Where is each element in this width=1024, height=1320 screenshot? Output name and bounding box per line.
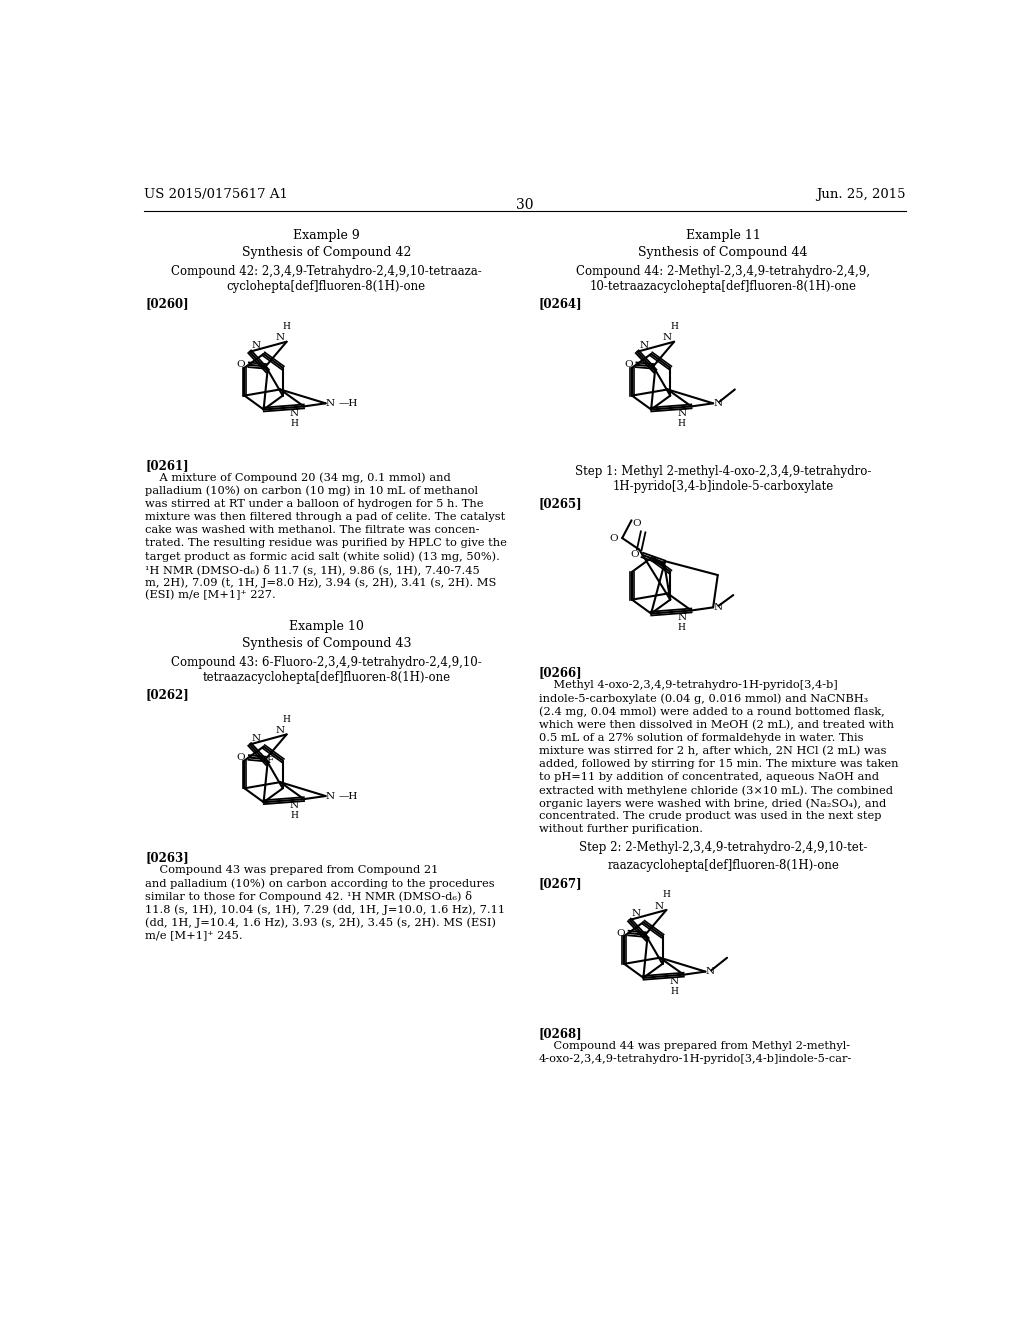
Text: N: N	[290, 409, 299, 417]
Text: similar to those for Compound 42. ¹H NMR (DMSO-d₆) δ: similar to those for Compound 42. ¹H NMR…	[145, 891, 472, 903]
Text: [0267]: [0267]	[539, 876, 583, 890]
Text: 4-oxo-2,3,4,9-tetrahydro-1H-pyrido[3,4-b]indole-5-car-: 4-oxo-2,3,4,9-tetrahydro-1H-pyrido[3,4-b…	[539, 1053, 852, 1064]
Text: [0262]: [0262]	[145, 688, 188, 701]
Text: O: O	[237, 360, 245, 370]
Text: indole-5-carboxylate (0.04 g, 0.016 mmol) and NaCNBH₃: indole-5-carboxylate (0.04 g, 0.016 mmol…	[539, 693, 868, 704]
Text: Jun. 25, 2015: Jun. 25, 2015	[816, 187, 906, 201]
Text: H: H	[663, 890, 671, 899]
Text: N: N	[663, 334, 672, 342]
Text: H: H	[670, 322, 678, 331]
Text: m/e [M+1]⁺ 245.: m/e [M+1]⁺ 245.	[145, 931, 243, 941]
Text: N: N	[655, 902, 664, 911]
Text: A mixture of Compound 20 (34 mg, 0.1 mmol) and: A mixture of Compound 20 (34 mg, 0.1 mmo…	[145, 473, 451, 483]
Text: [0268]: [0268]	[539, 1027, 583, 1040]
Text: [0261]: [0261]	[145, 459, 188, 471]
Text: Step 2: 2-Methyl-2,3,4,9-tetrahydro-2,4,9,10-tet-: Step 2: 2-Methyl-2,3,4,9-tetrahydro-2,4,…	[579, 841, 867, 854]
Text: Compound 44 was prepared from Methyl 2-methyl-: Compound 44 was prepared from Methyl 2-m…	[539, 1040, 850, 1051]
Text: —H: —H	[339, 792, 358, 800]
Text: F: F	[266, 756, 273, 766]
Text: Synthesis of Compound 42: Synthesis of Compound 42	[242, 246, 411, 259]
Text: 1H-pyrido[3,4-b]indole-5-carboxylate: 1H-pyrido[3,4-b]indole-5-carboxylate	[612, 480, 834, 494]
Text: N: N	[706, 968, 715, 975]
Text: [0260]: [0260]	[145, 297, 188, 310]
Text: Example 11: Example 11	[686, 230, 761, 243]
Text: H: H	[291, 812, 298, 821]
Text: H: H	[283, 322, 291, 331]
Text: ¹H NMR (DMSO-d₆) δ 11.7 (s, 1H), 9.86 (s, 1H), 7.40-7.45: ¹H NMR (DMSO-d₆) δ 11.7 (s, 1H), 9.86 (s…	[145, 564, 480, 576]
Text: Compound 43: 6-Fluoro-2,3,4,9-tetrahydro-2,4,9,10-: Compound 43: 6-Fluoro-2,3,4,9-tetrahydro…	[171, 656, 481, 669]
Text: H: H	[283, 714, 291, 723]
Text: Compound 44: 2-Methyl-2,3,4,9-tetrahydro-2,4,9,: Compound 44: 2-Methyl-2,3,4,9-tetrahydro…	[577, 264, 870, 277]
Text: O: O	[631, 550, 639, 560]
Text: H: H	[678, 623, 686, 632]
Text: H: H	[670, 987, 678, 997]
Text: mixture was stirred for 2 h, after which, 2N HCl (2 mL) was: mixture was stirred for 2 h, after which…	[539, 746, 886, 756]
Text: O: O	[624, 360, 633, 370]
Text: tetraazacyclohepta[def]fluoren-8(1H)-one: tetraazacyclohepta[def]fluoren-8(1H)-one	[203, 671, 451, 684]
Text: cake was washed with methanol. The filtrate was concen-: cake was washed with methanol. The filtr…	[145, 525, 479, 535]
Text: Compound 42: 2,3,4,9-Tetrahydro-2,4,9,10-tetraaza-: Compound 42: 2,3,4,9-Tetrahydro-2,4,9,10…	[171, 264, 481, 277]
Text: [0263]: [0263]	[145, 851, 188, 865]
Text: N: N	[677, 409, 686, 417]
Text: N: N	[252, 341, 261, 350]
Text: N: N	[275, 334, 285, 342]
Text: Example 9: Example 9	[293, 230, 359, 243]
Text: Methyl 4-oxo-2,3,4,9-tetrahydro-1H-pyrido[3,4-b]: Methyl 4-oxo-2,3,4,9-tetrahydro-1H-pyrid…	[539, 681, 838, 690]
Text: [0266]: [0266]	[539, 667, 583, 680]
Text: Example 10: Example 10	[289, 620, 364, 634]
Text: 30: 30	[516, 198, 534, 213]
Text: concentrated. The crude product was used in the next step: concentrated. The crude product was used…	[539, 812, 882, 821]
Text: N: N	[677, 612, 686, 622]
Text: without further purification.: without further purification.	[539, 825, 702, 834]
Text: H: H	[291, 418, 298, 428]
Text: [0264]: [0264]	[539, 297, 583, 310]
Text: N: N	[640, 341, 648, 350]
Text: Step 1: Methyl 2-methyl-4-oxo-2,3,4,9-tetrahydro-: Step 1: Methyl 2-methyl-4-oxo-2,3,4,9-te…	[575, 465, 871, 478]
Text: O: O	[632, 519, 641, 528]
Text: cyclohepta[def]fluoren-8(1H)-one: cyclohepta[def]fluoren-8(1H)-one	[227, 280, 426, 293]
Text: m, 2H), 7.09 (t, 1H, J=8.0 Hz), 3.94 (s, 2H), 3.41 (s, 2H). MS: m, 2H), 7.09 (t, 1H, J=8.0 Hz), 3.94 (s,…	[145, 577, 497, 587]
Text: Synthesis of Compound 44: Synthesis of Compound 44	[638, 246, 808, 259]
Text: 10-tetraazacyclohepta[def]fluoren-8(1H)-one: 10-tetraazacyclohepta[def]fluoren-8(1H)-…	[590, 280, 857, 293]
Text: N: N	[713, 603, 722, 612]
Text: H: H	[678, 418, 686, 428]
Text: (dd, 1H, J=10.4, 1.6 Hz), 3.93 (s, 2H), 3.45 (s, 2H). MS (ESI): (dd, 1H, J=10.4, 1.6 Hz), 3.93 (s, 2H), …	[145, 917, 496, 928]
Text: N: N	[275, 726, 285, 735]
Text: N: N	[632, 909, 641, 919]
Text: (2.4 mg, 0.04 mmol) were added to a round bottomed flask,: (2.4 mg, 0.04 mmol) were added to a roun…	[539, 706, 885, 717]
Text: extracted with methylene chloride (3×10 mL). The combined: extracted with methylene chloride (3×10 …	[539, 785, 893, 796]
Text: to pH=11 by addition of concentrated, aqueous NaOH and: to pH=11 by addition of concentrated, aq…	[539, 772, 879, 781]
Text: (ESI) m/e [M+1]⁺ 227.: (ESI) m/e [M+1]⁺ 227.	[145, 590, 275, 601]
Text: N: N	[290, 801, 299, 810]
Text: added, followed by stirring for 15 min. The mixture was taken: added, followed by stirring for 15 min. …	[539, 759, 898, 770]
Text: N: N	[326, 399, 335, 408]
Text: —H: —H	[339, 399, 358, 408]
Text: palladium (10%) on carbon (10 mg) in 10 mL of methanol: palladium (10%) on carbon (10 mg) in 10 …	[145, 486, 478, 496]
Text: mixture was then filtered through a pad of celite. The catalyst: mixture was then filtered through a pad …	[145, 512, 505, 521]
Text: N: N	[252, 734, 261, 743]
Text: and palladium (10%) on carbon according to the procedures: and palladium (10%) on carbon according …	[145, 878, 495, 888]
Text: raazacyclohepta[def]fluoren-8(1H)-one: raazacyclohepta[def]fluoren-8(1H)-one	[607, 859, 839, 873]
Text: O: O	[616, 928, 625, 937]
Text: which were then dissolved in MeOH (2 mL), and treated with: which were then dissolved in MeOH (2 mL)…	[539, 719, 894, 730]
Text: 11.8 (s, 1H), 10.04 (s, 1H), 7.29 (dd, 1H, J=10.0, 1.6 Hz), 7.11: 11.8 (s, 1H), 10.04 (s, 1H), 7.29 (dd, 1…	[145, 904, 505, 915]
Text: N: N	[713, 399, 722, 408]
Text: Compound 43 was prepared from Compound 21: Compound 43 was prepared from Compound 2…	[145, 866, 438, 875]
Text: N: N	[326, 792, 335, 800]
Text: target product as formic acid salt (white solid) (13 mg, 50%).: target product as formic acid salt (whit…	[145, 552, 500, 562]
Text: N: N	[670, 977, 679, 986]
Text: 0.5 mL of a 27% solution of formaldehyde in water. This: 0.5 mL of a 27% solution of formaldehyde…	[539, 733, 863, 743]
Text: trated. The resulting residue was purified by HPLC to give the: trated. The resulting residue was purifi…	[145, 539, 507, 548]
Text: [0265]: [0265]	[539, 498, 583, 511]
Text: O: O	[609, 533, 618, 543]
Text: was stirred at RT under a balloon of hydrogen for 5 h. The: was stirred at RT under a balloon of hyd…	[145, 499, 483, 508]
Text: Synthesis of Compound 43: Synthesis of Compound 43	[242, 638, 412, 651]
Text: organic layers were washed with brine, dried (Na₂SO₄), and: organic layers were washed with brine, d…	[539, 799, 886, 809]
Text: US 2015/0175617 A1: US 2015/0175617 A1	[143, 187, 288, 201]
Text: O: O	[237, 752, 245, 762]
